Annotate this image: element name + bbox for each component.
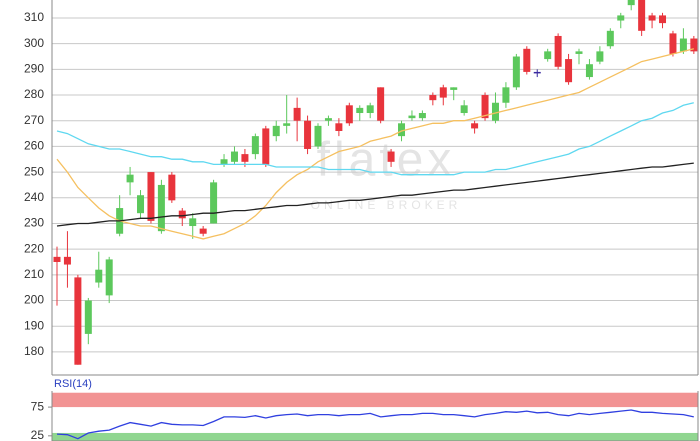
candle-body [189,218,197,227]
line-series [56,48,694,240]
y-tick-label: 75 [31,399,45,413]
y-tick-label: 200 [24,293,44,307]
candle-body [554,35,562,67]
candle-body [251,136,259,155]
candle-body [262,128,270,165]
y-tick-label: 270 [24,113,44,127]
candle-body [523,48,531,72]
candle-body [199,228,207,234]
candle-body [157,184,165,232]
candle-body [74,277,82,365]
y-tick-label: 220 [24,241,44,255]
y-tick-label: 300 [24,36,44,50]
candle-body [617,15,625,21]
candle-body [408,115,416,119]
y-tick-label: 260 [24,139,44,153]
watermark-sub: ONLINE BROKER [311,198,462,212]
candle-body [429,95,437,101]
candle-body [314,125,322,147]
candle-body [596,51,604,62]
line-series [56,162,694,227]
candle-body [356,107,364,114]
candle-body [439,87,447,98]
candle-body [272,125,280,137]
y-tick-label: 190 [24,318,44,332]
candle-body [565,59,573,83]
candle-body [283,123,291,126]
candle-body [659,15,667,24]
candle-body [418,113,426,119]
rsi-title: RSI(14) [54,378,92,390]
candle-body [481,95,489,119]
line-series [56,102,694,176]
candle-body [345,105,353,124]
candle-body [491,102,499,121]
candle-body [398,123,406,137]
candle-body [293,107,301,121]
candle-body [241,154,249,162]
y-tick-label: 240 [24,190,44,204]
candle-body [137,195,145,214]
candle-body [147,172,155,221]
y-tick-label: 180 [24,344,44,358]
candle-body [627,0,635,6]
candle-body [220,159,228,165]
y-tick-label: 25 [31,428,45,441]
candle-body [126,174,134,183]
candle-body [210,182,218,224]
y-tick-label: 250 [24,164,44,178]
candle-body [648,15,656,21]
candle-body [669,33,677,54]
zone [52,432,698,441]
y-tick-label: 230 [24,216,44,230]
candle-body [168,174,176,201]
candle-body [502,87,510,103]
candle-body [335,123,343,131]
candle-body [53,256,61,262]
watermark: flatex [317,134,456,187]
candle-body [690,38,698,52]
candle-body [84,300,92,334]
candle-body [95,269,103,283]
candle-body [387,151,395,162]
candle-body [606,30,614,47]
zone [52,392,698,408]
candle-body [638,0,646,31]
candle-body [512,56,520,88]
candle-body [544,51,552,60]
line-series [56,409,694,440]
candle-body [575,51,583,54]
candle-body [471,123,479,129]
candle-body [679,38,687,52]
candle-body [230,151,238,162]
candle-body [450,87,458,90]
y-tick-label: 210 [24,267,44,281]
candle-body [324,118,332,121]
y-tick-label: 310 [24,10,44,24]
candle-body [178,210,186,219]
candle-body [105,259,113,296]
candle-body [585,64,593,78]
y-tick-label: 290 [24,62,44,76]
candle-body [304,120,312,149]
candle-body [63,256,71,265]
candle-body [366,105,374,114]
candle-body [460,105,468,114]
candle-body [377,87,385,121]
candle-body [533,71,541,74]
y-tick-label: 280 [24,87,44,101]
